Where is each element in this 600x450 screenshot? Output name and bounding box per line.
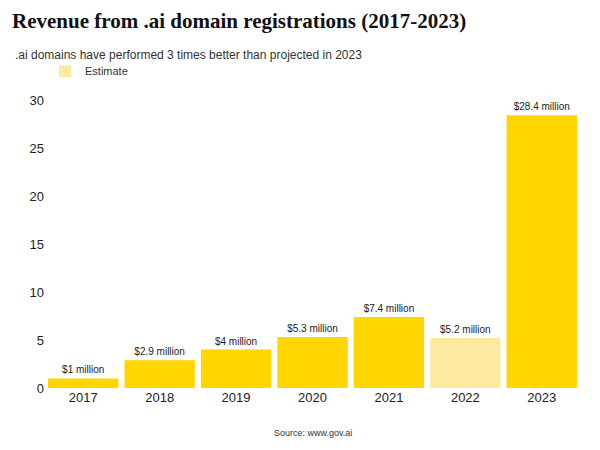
svg-text:.ai domains have performed 3 t: .ai domains have performed 3 times bette… [15, 48, 362, 62]
svg-text:2022: 2022 [451, 390, 480, 405]
svg-text:$2.9 million: $2.9 million [134, 346, 185, 357]
svg-text:$4 million: $4 million [215, 336, 257, 347]
svg-text:$28.4 million: $28.4 million [514, 101, 570, 112]
svg-text:Estimate: Estimate [85, 65, 128, 77]
svg-text:5: 5 [37, 333, 44, 348]
svg-text:2017: 2017 [69, 390, 98, 405]
svg-text:2018: 2018 [145, 390, 174, 405]
svg-text:20: 20 [30, 189, 44, 204]
svg-text:25: 25 [30, 141, 44, 156]
svg-text:10: 10 [30, 285, 44, 300]
svg-text:$5.3 million: $5.3 million [287, 323, 338, 334]
svg-text:0: 0 [37, 381, 44, 396]
svg-text:Source: www.gov.ai: Source: www.gov.ai [274, 428, 352, 438]
svg-text:$5.2 million: $5.2 million [440, 324, 491, 335]
svg-text:2023: 2023 [527, 390, 556, 405]
svg-text:2021: 2021 [374, 390, 403, 405]
svg-text:$1 million: $1 million [62, 364, 104, 375]
svg-text:Revenue from .ai domain regist: Revenue from .ai domain registrations (2… [12, 9, 466, 33]
svg-text:2019: 2019 [222, 390, 251, 405]
svg-text:2020: 2020 [298, 390, 327, 405]
svg-text:30: 30 [30, 93, 44, 108]
svg-text:15: 15 [30, 237, 44, 252]
svg-text:$7.4 million: $7.4 million [364, 303, 415, 314]
